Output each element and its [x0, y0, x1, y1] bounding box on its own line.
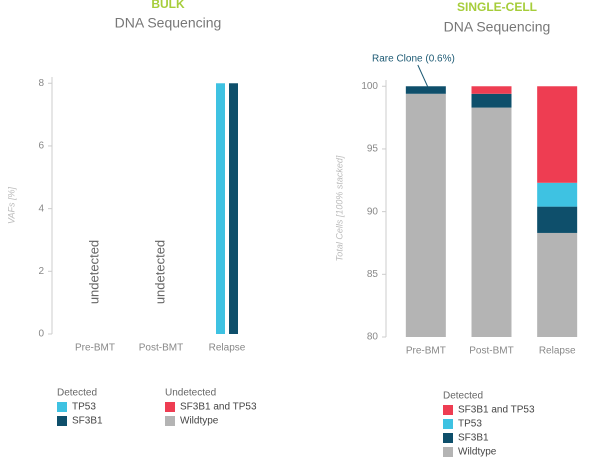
- legend-label: TP53: [72, 402, 96, 413]
- bar-segment: [471, 93, 512, 108]
- bar-segment: [537, 182, 578, 207]
- legend-label: SF3B1 and TP53: [180, 402, 257, 413]
- legend-swatch: [443, 419, 453, 429]
- x-tick-label: Post-BMT: [469, 346, 513, 357]
- chart-subtitle: DNA Sequencing: [115, 15, 222, 31]
- annotation-leader: [417, 64, 429, 88]
- legend-label: Wildtype: [458, 447, 497, 458]
- annotation: undetected: [152, 240, 167, 304]
- x-tick-label: Relapse: [209, 343, 246, 354]
- bar-segment: [405, 86, 446, 94]
- legend-label: Wildtype: [180, 416, 219, 427]
- y-tick-label: 8: [38, 78, 44, 89]
- legend-label: SF3B1: [72, 416, 103, 427]
- bar-segment: [537, 232, 578, 337]
- legend-title: Detected: [443, 391, 483, 402]
- legend-swatch: [165, 402, 175, 412]
- x-tick-label: Relapse: [539, 346, 576, 357]
- bar-segment: [405, 93, 446, 337]
- legend-swatch: [443, 447, 453, 457]
- annotation: undetected: [86, 240, 101, 304]
- bar-segment: [537, 206, 578, 233]
- bar-segment: [471, 86, 512, 94]
- y-tick-label: 95: [367, 144, 379, 155]
- legend-swatch: [443, 405, 453, 415]
- y-tick-label: 90: [367, 206, 379, 217]
- y-tick-label: 85: [367, 269, 379, 280]
- legend-swatch: [57, 416, 67, 426]
- y-tick-label: 6: [38, 141, 44, 152]
- legend-title: Undetected: [165, 388, 216, 399]
- bar-segment: [537, 86, 578, 183]
- chart-subtitle: DNA Sequencing: [444, 19, 551, 35]
- bar: [229, 83, 238, 334]
- legend-label: SF3B1 and TP53: [458, 405, 535, 416]
- legend-swatch: [165, 416, 175, 426]
- chart-title: SINGLE-CELL: [457, 0, 537, 14]
- y-tick-label: 2: [38, 266, 44, 277]
- x-tick-label: Pre-BMT: [406, 346, 446, 357]
- x-tick-label: Pre-BMT: [75, 343, 115, 354]
- y-tick-label: 4: [38, 203, 44, 214]
- y-axis-label: Total Cells [100% stacked]: [334, 155, 344, 261]
- annotation: Rare Clone (0.6%): [372, 54, 455, 65]
- bar-segment: [471, 107, 512, 337]
- y-tick-label: 100: [361, 81, 378, 92]
- chart-title: BULK: [151, 0, 185, 11]
- bar: [216, 83, 225, 334]
- legend-swatch: [57, 402, 67, 412]
- legend-title: Detected: [57, 388, 97, 399]
- legend-swatch: [443, 433, 453, 443]
- y-tick-label: 0: [38, 329, 44, 340]
- y-tick-label: 80: [367, 332, 379, 343]
- legend-label: TP53: [458, 419, 482, 430]
- x-tick-label: Post-BMT: [139, 343, 183, 354]
- legend-label: SF3B1: [458, 433, 489, 444]
- y-axis-label: VAFs [%]: [6, 186, 16, 224]
